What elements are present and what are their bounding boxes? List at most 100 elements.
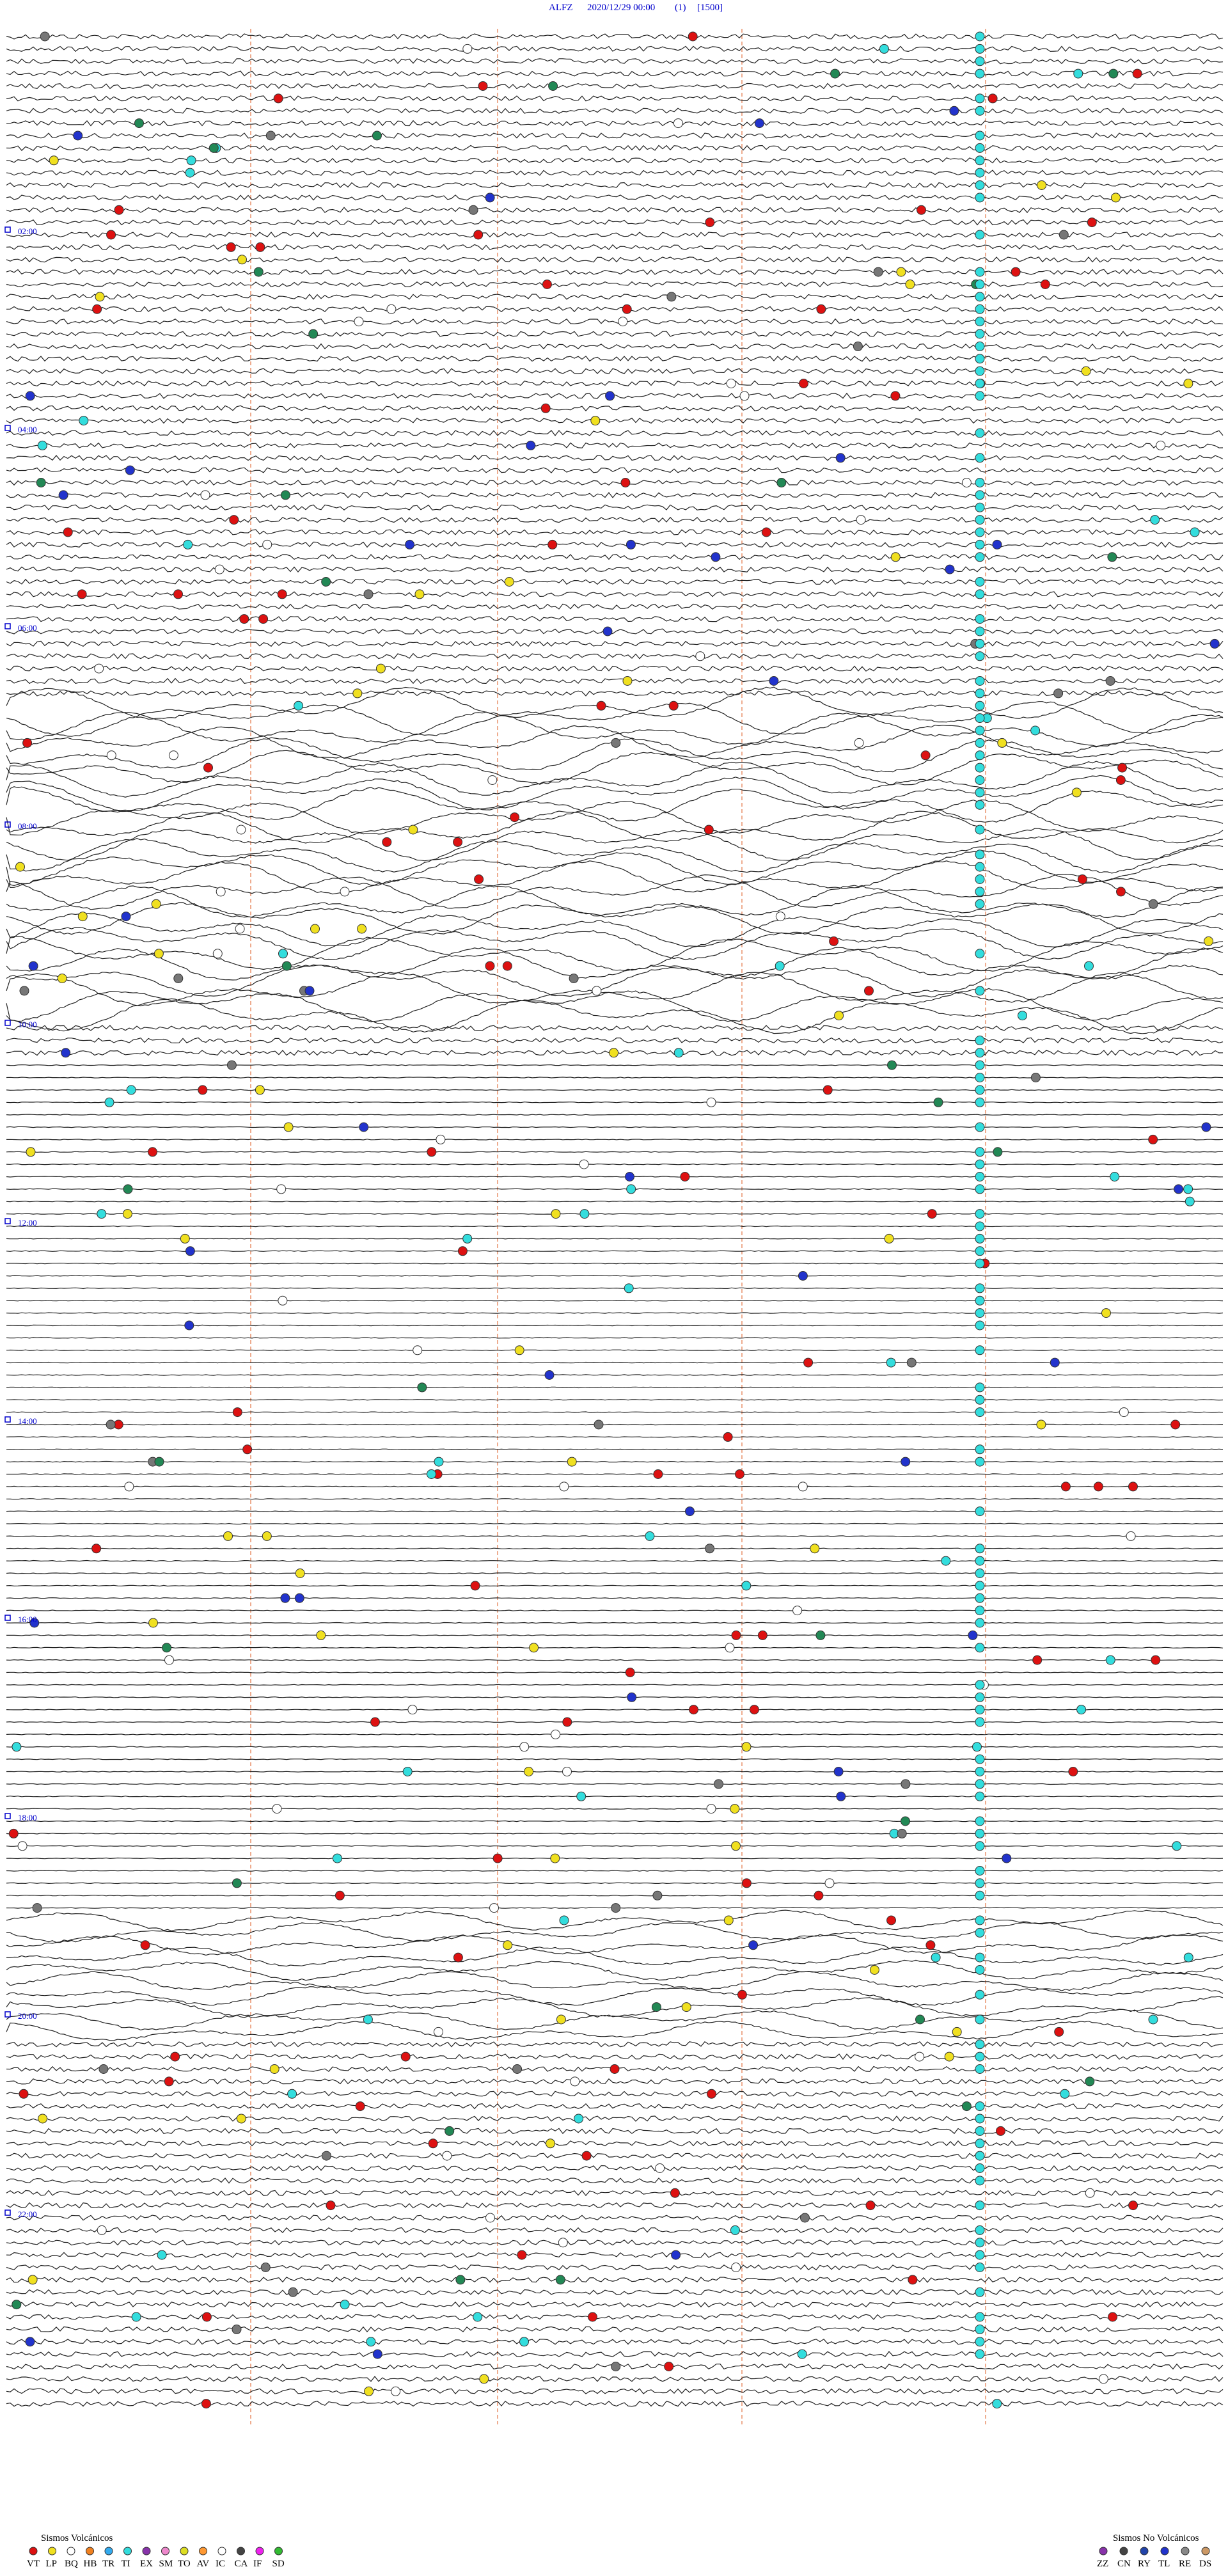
event-marker: [559, 1915, 569, 1925]
label-bracket: [4, 1218, 11, 1224]
event-marker: [865, 2201, 876, 2211]
event-marker: [975, 2114, 985, 2124]
trace: [6, 1783, 1224, 1785]
event-marker: [975, 2287, 985, 2297]
event-marker: [688, 31, 698, 42]
trace: [6, 244, 1224, 251]
event-marker: [666, 292, 677, 302]
event-marker: [547, 539, 558, 549]
event-marker: [975, 1692, 985, 1702]
event-marker: [624, 1283, 634, 1293]
event-marker: [428, 2138, 438, 2149]
event-marker: [304, 986, 315, 996]
event-marker: [975, 2014, 985, 2025]
event-marker: [975, 292, 985, 302]
event-marker: [485, 2213, 495, 2223]
trace: [6, 269, 1224, 275]
event-marker: [504, 577, 514, 587]
event-marker: [485, 193, 495, 203]
event-marker: [622, 304, 632, 314]
trace: [6, 2053, 1224, 2060]
event-marker: [975, 2101, 985, 2112]
event-marker: [1087, 217, 1097, 228]
event-marker: [975, 1444, 985, 1455]
event-marker: [915, 2014, 925, 2025]
trace: [6, 2103, 1224, 2110]
trace: [6, 677, 1224, 684]
trace: [6, 232, 1224, 238]
event-marker: [975, 1915, 985, 1925]
event-marker: [510, 812, 520, 823]
trace: [6, 2314, 1224, 2320]
event-marker: [975, 874, 985, 884]
event-marker: [975, 155, 985, 166]
event-marker: [975, 750, 985, 761]
event-marker: [526, 440, 536, 450]
event-marker: [1040, 280, 1050, 289]
event-marker: [162, 1643, 172, 1653]
event-marker: [173, 974, 184, 983]
event-marker: [340, 2300, 350, 2310]
trace: [6, 1485, 1224, 1488]
event-marker: [972, 1742, 982, 1752]
event-marker: [988, 93, 998, 104]
event-marker: [815, 1630, 826, 1640]
legend-marker: [123, 2547, 132, 2556]
event-marker: [905, 280, 915, 289]
event-marker: [400, 2051, 411, 2062]
event-marker: [114, 205, 124, 215]
event-marker: [326, 2201, 336, 2211]
event-marker: [890, 552, 901, 562]
trace: [6, 1522, 1224, 1525]
event-marker: [287, 2089, 297, 2099]
event-marker: [622, 676, 633, 686]
event-marker: [1107, 552, 1117, 562]
event-marker: [201, 2312, 212, 2322]
event-marker: [382, 837, 392, 847]
trace: [6, 2339, 1224, 2345]
trace: [6, 1622, 1224, 1624]
event-marker: [122, 1209, 132, 1219]
trace: [6, 120, 1224, 127]
event-marker: [555, 2275, 565, 2285]
trace: [6, 1597, 1224, 1599]
event-marker: [524, 1767, 534, 1776]
event-marker: [1076, 1705, 1087, 1715]
event-marker: [799, 379, 808, 388]
trace: [6, 442, 1224, 449]
event-marker: [1174, 1184, 1184, 1194]
event-marker: [945, 564, 955, 574]
event-marker: [975, 366, 985, 376]
event-marker: [975, 1705, 985, 1715]
time-label: 14:00: [18, 1416, 37, 1426]
trace: [6, 194, 1224, 201]
event-marker: [975, 1320, 985, 1331]
event-marker: [558, 2238, 568, 2248]
event-marker: [478, 81, 488, 91]
event-marker: [792, 1606, 803, 1616]
event-marker: [975, 2163, 985, 2173]
event-marker: [470, 1581, 480, 1591]
event-marker: [1117, 763, 1128, 773]
trace: [6, 701, 1224, 737]
trace: [6, 711, 1224, 747]
trace: [6, 628, 1224, 635]
event-marker: [445, 2126, 455, 2136]
event-marker: [975, 1233, 985, 1244]
event-marker: [941, 1556, 951, 1566]
event-marker: [596, 700, 606, 711]
event-marker: [104, 1097, 114, 1107]
event-marker: [975, 775, 985, 785]
trace: [6, 2252, 1224, 2258]
event-marker: [36, 478, 46, 487]
time-label: 20:00: [18, 2011, 37, 2021]
event-marker: [203, 763, 213, 773]
event-marker: [594, 1419, 604, 1430]
event-marker: [975, 2337, 985, 2347]
legend-marker: [199, 2547, 207, 2556]
trace: [6, 998, 1224, 1034]
event-marker: [1110, 1172, 1120, 1181]
event-marker: [610, 2064, 620, 2074]
event-marker: [91, 1544, 102, 1554]
time-label: 08:00: [18, 821, 37, 831]
